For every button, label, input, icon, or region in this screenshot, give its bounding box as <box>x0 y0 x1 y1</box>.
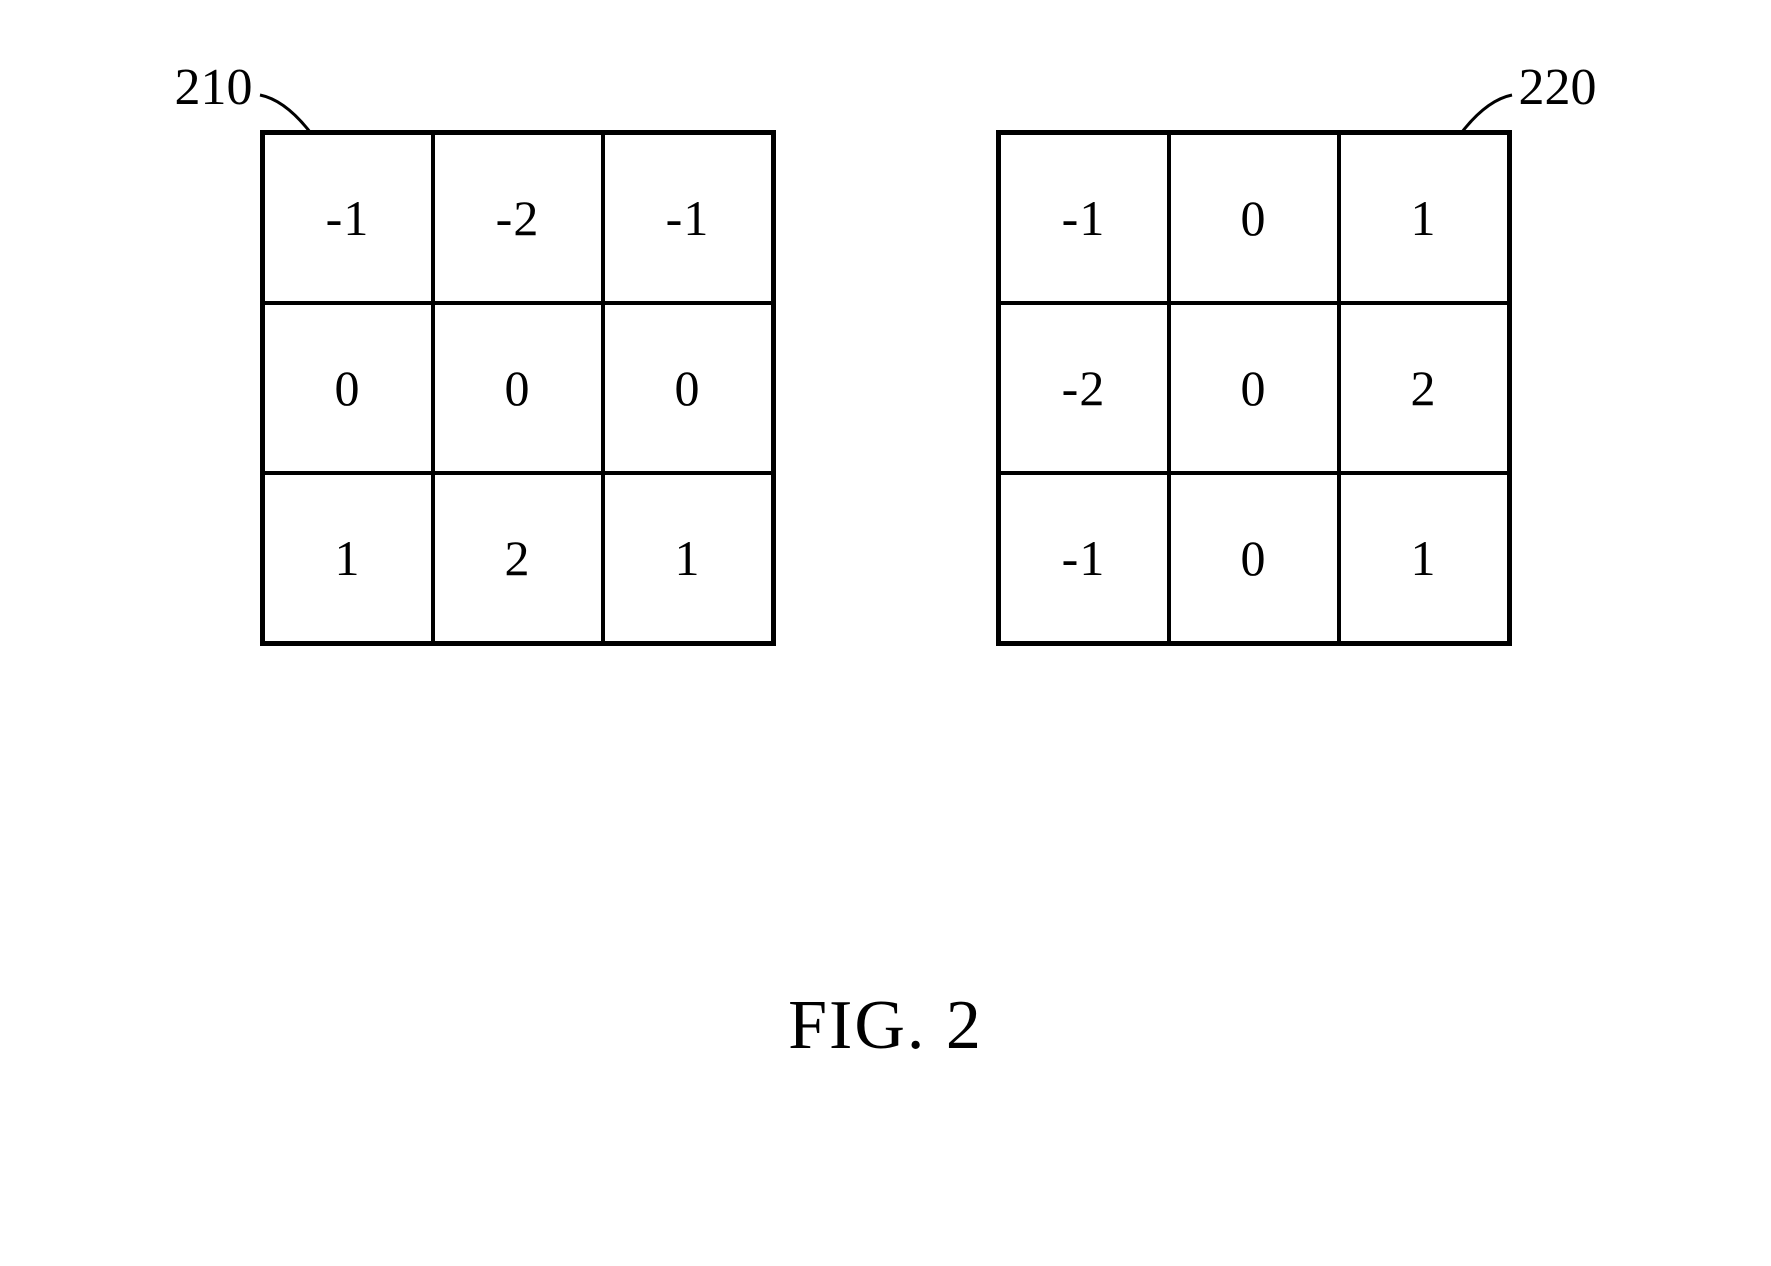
grid-left-cell: 2 <box>433 473 603 643</box>
grid-left-cell: 1 <box>603 473 773 643</box>
grid-right-cell: 1 <box>1339 473 1509 643</box>
figure-caption: FIG. 2 <box>0 986 1771 1066</box>
grid-left: -1 -2 -1 0 0 0 1 2 1 <box>260 130 776 646</box>
grids-container: 210 -1 -2 -1 0 0 0 1 2 1 220 -1 0 1 -2 0… <box>0 130 1771 646</box>
grid-right-label: 220 <box>1519 58 1597 117</box>
grid-right-cell: -1 <box>999 473 1169 643</box>
grid-right-cell: -1 <box>999 133 1169 303</box>
grid-right-wrapper: 220 -1 0 1 -2 0 2 -1 0 1 <box>996 130 1512 646</box>
grid-left-cell: 0 <box>263 303 433 473</box>
grid-left-cell: -1 <box>603 133 773 303</box>
grid-left-label: 210 <box>175 58 253 117</box>
grid-left-cell: -2 <box>433 133 603 303</box>
grid-left-cell: 0 <box>603 303 773 473</box>
grid-right-cell: -2 <box>999 303 1169 473</box>
grid-left-cell: 0 <box>433 303 603 473</box>
grid-right-cell: 2 <box>1339 303 1509 473</box>
grid-left-cell: 1 <box>263 473 433 643</box>
grid-left-wrapper: 210 -1 -2 -1 0 0 0 1 2 1 <box>260 130 776 646</box>
grid-right: -1 0 1 -2 0 2 -1 0 1 <box>996 130 1512 646</box>
grid-right-cell: 0 <box>1169 303 1339 473</box>
grid-right-cell: 1 <box>1339 133 1509 303</box>
grid-right-cell: 0 <box>1169 473 1339 643</box>
grid-right-cell: 0 <box>1169 133 1339 303</box>
grid-left-cell: -1 <box>263 133 433 303</box>
